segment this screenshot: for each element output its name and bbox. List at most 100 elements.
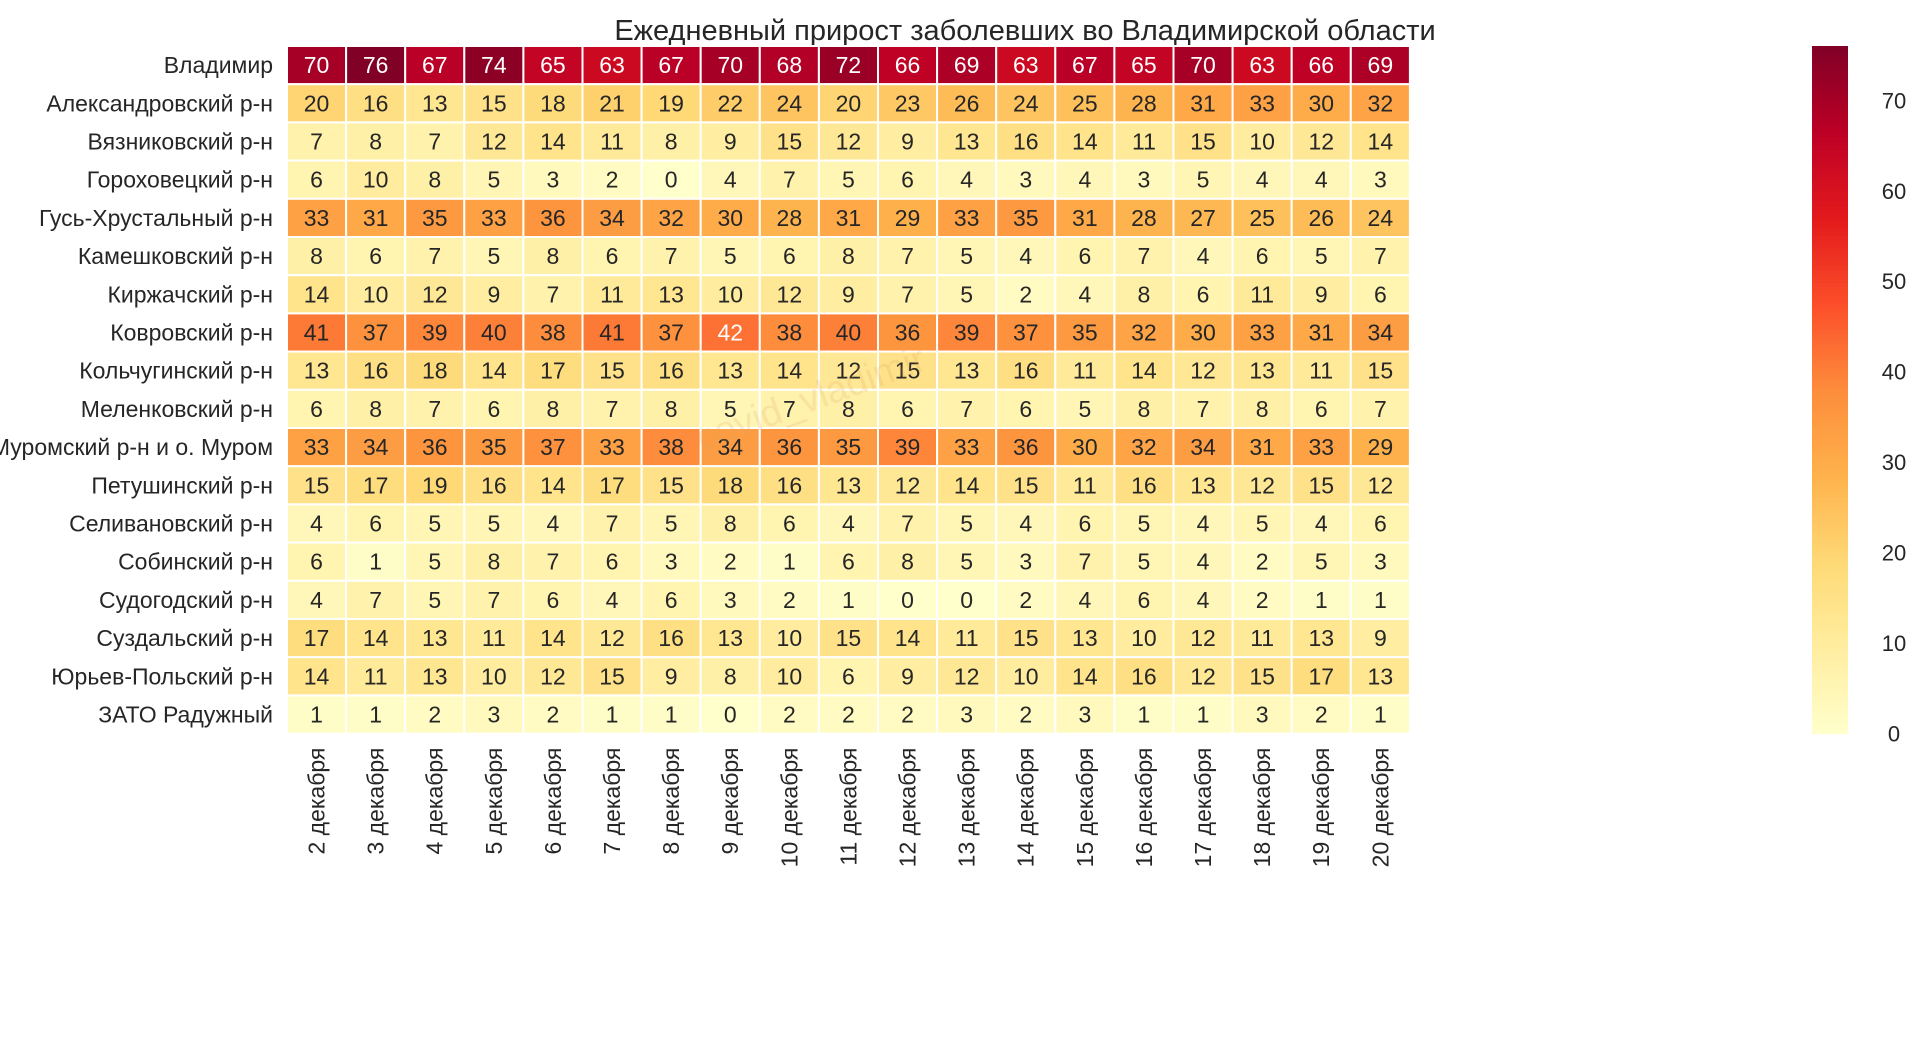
- heatmap-cell: [1349, 465, 1411, 506]
- cell-value-label: 35: [1013, 205, 1039, 231]
- heatmap-cell: [1231, 541, 1293, 582]
- cell-value-label: 10: [1249, 129, 1275, 155]
- colorbar-segment: [1812, 510, 1848, 516]
- heatmap-cell: [286, 541, 348, 582]
- row-label: Вязниковский р-н: [87, 129, 273, 155]
- heatmap-cell: [286, 427, 348, 468]
- cell-value-label: 5: [487, 511, 500, 537]
- cell-value-label: 24: [1013, 90, 1039, 116]
- cell-value-label: 8: [310, 243, 323, 269]
- column-label: 8 декабря: [658, 748, 684, 855]
- colorbar-segment: [1812, 217, 1848, 223]
- heatmap-cell: [1349, 427, 1411, 468]
- cell-value-label: 36: [1013, 434, 1039, 460]
- colorbar-segment: [1812, 492, 1848, 498]
- colorbar-segment: [1812, 535, 1848, 541]
- heatmap-cell: [1290, 503, 1352, 544]
- cell-value-label: 70: [717, 52, 743, 78]
- cell-value-label: 35: [481, 434, 507, 460]
- cell-value-label: 7: [901, 281, 914, 307]
- heatmap-cell: [699, 197, 761, 239]
- cell-value-label: 37: [658, 320, 684, 346]
- cell-value-label: 7: [1138, 243, 1151, 269]
- cell-value-label: 4: [1315, 167, 1328, 193]
- cell-value-label: 5: [724, 243, 737, 269]
- heatmap-cell: [404, 694, 466, 735]
- cell-value-label: 7: [606, 511, 619, 537]
- cell-value-label: 9: [1315, 281, 1328, 307]
- column-label: 15 декабря: [1072, 748, 1098, 868]
- cell-value-label: 2: [901, 702, 914, 728]
- cell-value-label: 10: [1013, 663, 1039, 689]
- cell-value-label: 26: [1308, 205, 1334, 231]
- cell-value-label: 14: [540, 472, 566, 498]
- cell-value-label: 13: [836, 472, 862, 498]
- row-label: Киржачский р-н: [108, 281, 274, 307]
- cell-value-label: 12: [1308, 129, 1334, 155]
- cell-value-label: 6: [842, 663, 855, 689]
- cell-value-label: 10: [363, 281, 389, 307]
- cell-value-label: 14: [1131, 358, 1157, 384]
- heatmap-cell: [758, 350, 820, 391]
- cell-value-label: 33: [599, 434, 625, 460]
- colorbar-segment: [1812, 514, 1848, 520]
- colorbar-segment: [1812, 355, 1848, 361]
- heatmap-cell: [758, 656, 820, 697]
- cell-value-label: 8: [369, 129, 382, 155]
- heatmap-cell: [1349, 121, 1411, 162]
- colorbar-segment: [1812, 574, 1848, 580]
- cell-value-label: 70: [1190, 52, 1216, 78]
- heatmap-cell: [877, 312, 939, 353]
- heatmap-cell: [817, 274, 880, 315]
- cell-value-label: 3: [487, 702, 500, 728]
- heatmap-cell: [817, 197, 880, 239]
- colorbar-segment: [1812, 583, 1848, 589]
- cell-value-label: 7: [783, 167, 796, 193]
- heatmap-row: 7 8 7 12 14 11 8 9 15 12 9 13 16 14 11 15 10 12 14: [286, 121, 1411, 162]
- colorbar-segment: [1812, 664, 1848, 670]
- column-label: 3 декабря: [363, 748, 389, 855]
- cell-value-label: 7: [1197, 396, 1210, 422]
- row-label: Судогодский р-н: [99, 587, 273, 613]
- cell-value-label: 5: [487, 243, 500, 269]
- colorbar-segment: [1812, 651, 1848, 657]
- cell-value-label: 13: [954, 358, 980, 384]
- heatmap-cell: [758, 45, 820, 86]
- column-label: 10 декабря: [776, 748, 802, 868]
- cell-value-label: 7: [369, 587, 382, 613]
- heatmap-cell: [758, 618, 820, 659]
- cell-value-label: 14: [1072, 129, 1098, 155]
- heatmap-cell: [345, 656, 407, 697]
- heatmap-cell: [581, 274, 643, 315]
- cell-value-label: 29: [895, 205, 921, 231]
- cell-value-label: 40: [836, 320, 862, 346]
- colorbar-tick-label: 60: [1882, 179, 1906, 204]
- colorbar-segment: [1812, 591, 1848, 597]
- colorbar-segment: [1812, 415, 1848, 421]
- cell-value-label: 16: [658, 625, 684, 651]
- colorbar-segment: [1812, 699, 1848, 705]
- colorbar-segment: [1812, 80, 1848, 86]
- colorbar-segment: [1812, 475, 1848, 481]
- cell-value-label: 35: [836, 434, 862, 460]
- cell-value-label: 17: [363, 472, 389, 498]
- cell-value-label: 8: [842, 396, 855, 422]
- colorbar-segment: [1812, 54, 1848, 60]
- cell-value-label: 5: [428, 549, 441, 575]
- cell-value-label: 9: [724, 129, 737, 155]
- colorbar-segment: [1812, 110, 1848, 116]
- cell-value-label: 11: [1073, 472, 1097, 498]
- cell-value-label: 27: [1190, 205, 1216, 231]
- heatmap-cell: [1054, 427, 1116, 468]
- cell-value-label: 0: [724, 702, 737, 728]
- colorbar-segment: [1812, 196, 1848, 202]
- colorbar-segment: [1812, 712, 1848, 718]
- cell-value-label: 67: [1072, 52, 1098, 78]
- cell-value-label: 11: [1250, 625, 1274, 651]
- heatmap-row: 14 10 12 9 7 11 13 10 12 9 7 5 2 4 8 6 11 9 6: [286, 274, 1411, 315]
- colorbar-segment: [1812, 222, 1848, 228]
- cell-value-label: 8: [724, 663, 737, 689]
- heatmap-cell: [1349, 274, 1411, 315]
- cell-value-label: 12: [1190, 663, 1216, 689]
- cell-value-label: 33: [1249, 320, 1275, 346]
